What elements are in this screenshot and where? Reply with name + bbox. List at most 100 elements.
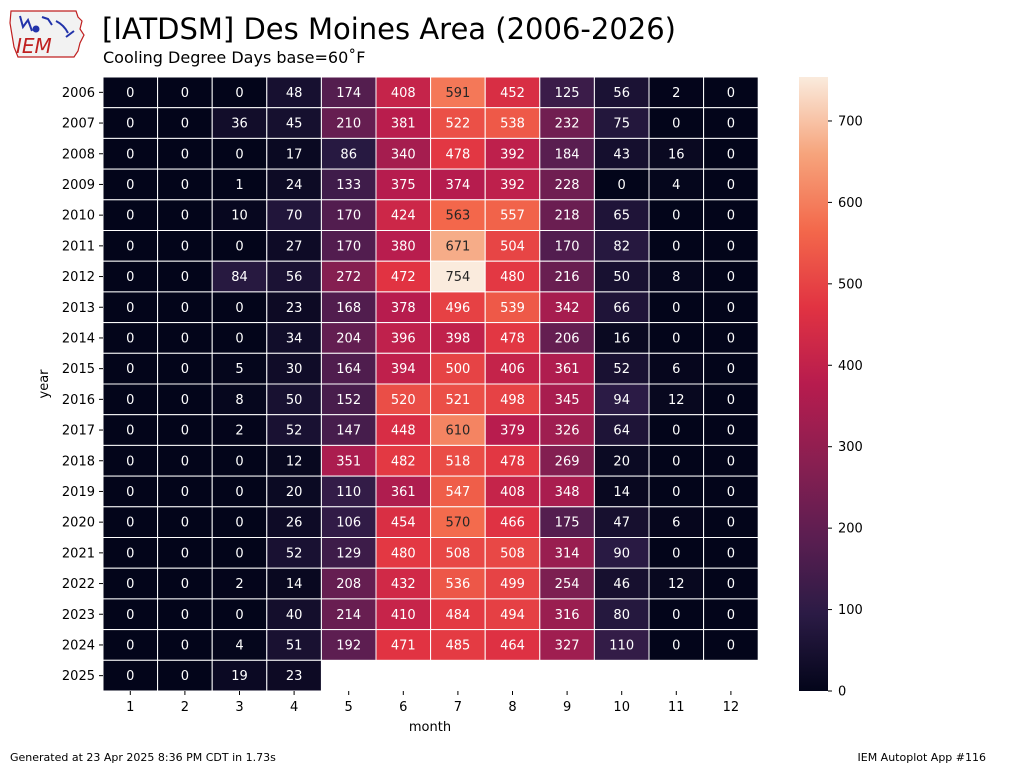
heatmap-cell xyxy=(211,352,268,385)
cell-value-label: 2 xyxy=(672,86,680,101)
heatmap-cell xyxy=(157,444,213,477)
cell-value-label: 0 xyxy=(181,86,189,101)
heatmap-cell xyxy=(211,137,268,170)
heatmap-cell xyxy=(320,76,377,109)
heatmap-cell xyxy=(102,475,159,508)
heatmap-cell xyxy=(539,230,595,262)
y-tick-label: 2018 xyxy=(62,454,95,469)
heatmap-cell xyxy=(539,383,595,416)
cell-value-label: 0 xyxy=(727,608,735,623)
heatmap-cell xyxy=(266,168,322,201)
cell-value-label: 0 xyxy=(126,178,134,193)
heatmap-cell xyxy=(593,76,650,109)
heatmap-cell xyxy=(648,168,705,201)
cell-value-label: 204 xyxy=(336,331,361,346)
cell-value-label: 345 xyxy=(555,393,580,408)
cell-value-label: 184 xyxy=(555,147,580,162)
x-tick-label: 5 xyxy=(345,700,353,715)
cell-value-label: 454 xyxy=(391,516,416,531)
cell-value-label: 361 xyxy=(391,485,416,500)
cell-value-label: 216 xyxy=(555,270,580,285)
heatmap-cell xyxy=(266,383,322,416)
cell-value-label: 0 xyxy=(126,117,134,132)
x-tick-label: 11 xyxy=(668,700,685,715)
cell-value-label: 20 xyxy=(286,485,303,500)
cell-value-label: 27 xyxy=(286,239,303,254)
cell-value-label: 12 xyxy=(668,577,685,592)
heatmap-cell xyxy=(375,107,432,139)
cell-value-label: 12 xyxy=(286,454,303,469)
cell-value-label: 125 xyxy=(555,86,580,101)
heatmap-cell xyxy=(320,260,377,293)
cell-value-label: 10 xyxy=(231,209,248,224)
y-tick-label: 2024 xyxy=(62,638,95,653)
x-axis-ticks: 1 2 3 4 5 6 7 8 9 10 11 12 xyxy=(126,691,739,715)
cell-value-label: 0 xyxy=(727,301,735,316)
cell-value-label: 0 xyxy=(727,331,735,346)
heatmap-cell xyxy=(102,230,159,262)
heatmap-cell xyxy=(157,659,213,692)
cell-value-label: 0 xyxy=(126,86,134,101)
cell-value-label: 19 xyxy=(231,669,248,684)
cell-value-label: 0 xyxy=(235,86,243,101)
cell-value-label: 0 xyxy=(235,454,243,469)
cell-value-label: 52 xyxy=(613,362,630,377)
heatmap-cell xyxy=(320,168,377,201)
heatmap-cell xyxy=(703,352,759,385)
cell-value-label: 26 xyxy=(286,516,303,531)
cell-value-label: 56 xyxy=(286,270,303,285)
heatmap-cell xyxy=(703,260,759,293)
heatmap-cell xyxy=(648,76,705,109)
heatmap-cell xyxy=(266,107,322,139)
heatmap-cell xyxy=(703,107,759,139)
heatmap-cell xyxy=(593,629,650,661)
heatmap-cell xyxy=(375,537,432,569)
cell-value-label: 392 xyxy=(500,147,525,162)
cell-value-label: 23 xyxy=(286,669,303,684)
heatmap-cell xyxy=(430,107,486,139)
cell-value-label: 0 xyxy=(727,577,735,592)
heatmap-cell xyxy=(102,659,159,692)
cell-value-label: 0 xyxy=(181,301,189,316)
heatmap-cell xyxy=(593,383,650,416)
cell-value-label: 0 xyxy=(181,454,189,469)
cell-value-label: 4 xyxy=(672,178,680,193)
cell-value-label: 0 xyxy=(126,331,134,346)
cell-value-label: 494 xyxy=(500,608,525,623)
heatmap-cell xyxy=(102,444,159,477)
heatmap-cell xyxy=(102,414,159,446)
cell-value-label: 164 xyxy=(336,362,361,377)
heatmap-cell xyxy=(320,291,377,324)
heatmap-cell xyxy=(320,199,377,232)
cell-value-label: 43 xyxy=(613,147,630,162)
cell-value-label: 406 xyxy=(500,362,525,377)
cell-value-label: 0 xyxy=(181,362,189,377)
colorbar-tick-label: 400 xyxy=(838,359,863,374)
heatmap-cell xyxy=(157,168,213,201)
heatmap-cell xyxy=(593,260,650,293)
cell-value-label: 66 xyxy=(613,301,630,316)
heatmap-cell xyxy=(484,598,541,631)
cell-value-label: 0 xyxy=(672,209,680,224)
heatmap-cell xyxy=(211,537,268,569)
heatmap-cell xyxy=(648,475,705,508)
cell-value-label: 56 xyxy=(613,86,630,101)
heatmap-cell xyxy=(593,352,650,385)
y-tick-label: 2020 xyxy=(62,516,95,531)
cell-value-label: 361 xyxy=(555,362,580,377)
cell-value-label: 0 xyxy=(727,239,735,254)
heatmap-cell xyxy=(266,567,322,600)
colorbar-tick-label: 500 xyxy=(838,277,863,292)
cell-value-label: 0 xyxy=(235,301,243,316)
cell-value-label: 0 xyxy=(235,485,243,500)
svg-text:IEM: IEM xyxy=(16,34,52,58)
cell-value-label: 65 xyxy=(613,209,630,224)
cell-value-label: 498 xyxy=(500,393,525,408)
x-axis-label: month xyxy=(409,720,451,735)
x-tick-label: 6 xyxy=(399,700,407,715)
cell-value-label: 232 xyxy=(555,117,580,132)
cell-value-label: 432 xyxy=(391,577,416,592)
chart-title: [IATDSM] Des Moines Area (2006-2026) xyxy=(102,12,676,46)
cell-value-label: 0 xyxy=(235,331,243,346)
